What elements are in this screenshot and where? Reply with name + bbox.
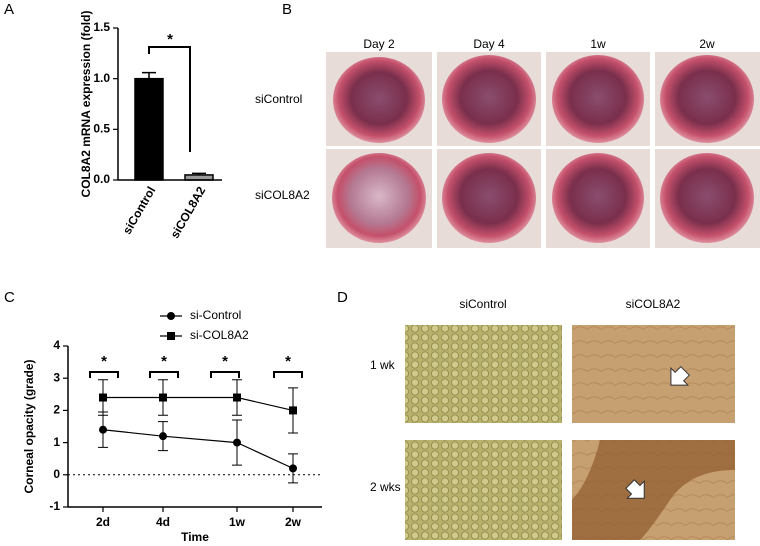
significance-star: * bbox=[161, 353, 167, 370]
point bbox=[289, 464, 297, 473]
point bbox=[99, 393, 107, 402]
significance-bracket bbox=[273, 371, 303, 378]
point bbox=[289, 406, 297, 415]
arrow bbox=[670, 365, 691, 386]
y-tick-label: 0.5 bbox=[93, 122, 110, 136]
significance-star: * bbox=[101, 353, 107, 370]
eye-photo bbox=[546, 149, 650, 248]
line bbox=[102, 429, 294, 469]
legend-label: si-Control bbox=[190, 308, 241, 322]
point bbox=[159, 393, 167, 402]
dark-region bbox=[572, 440, 735, 540]
y-tick-label: 0.0 bbox=[93, 172, 110, 186]
point bbox=[233, 393, 241, 402]
panel-label: A bbox=[4, 1, 14, 18]
x-axis-label: Time bbox=[181, 530, 209, 544]
y-tick-label: 1 bbox=[53, 435, 60, 449]
eye-photo bbox=[655, 149, 760, 248]
column-label: 2w bbox=[699, 37, 715, 51]
legend-marker bbox=[167, 312, 175, 320]
significance-bracket bbox=[210, 371, 240, 378]
legend-label: si-COL8A2 bbox=[190, 328, 249, 342]
y-tick-label: 1.5 bbox=[93, 20, 110, 34]
micrograph bbox=[572, 325, 735, 423]
eye-photo bbox=[437, 52, 541, 146]
y-axis-label: COL8A2 mRNA expression (fold) bbox=[79, 11, 93, 198]
significance-bracket bbox=[149, 371, 179, 378]
x-tick-label: siControl bbox=[120, 184, 158, 237]
error-bar bbox=[142, 71, 156, 79]
y-tick-label: -1 bbox=[49, 499, 60, 513]
point bbox=[159, 432, 167, 441]
y-tick-label: 0 bbox=[53, 467, 60, 481]
micrograph bbox=[405, 440, 562, 540]
eye-photo bbox=[437, 149, 541, 248]
bar bbox=[134, 77, 164, 181]
panel-label: D bbox=[337, 289, 348, 306]
significance-bracket bbox=[89, 371, 119, 378]
row-label: siControl bbox=[255, 92, 302, 106]
y-axis-label: Corneal opacity (grade) bbox=[22, 359, 36, 493]
panel-label: B bbox=[282, 1, 292, 18]
row-label: 2 wks bbox=[370, 480, 401, 494]
column-label: siControl bbox=[459, 297, 506, 311]
micrograph bbox=[405, 325, 562, 423]
panel-b-images bbox=[326, 52, 760, 248]
panel-label: C bbox=[4, 289, 15, 306]
x-tick-label: 4d bbox=[156, 515, 170, 529]
eye-photo bbox=[546, 52, 650, 146]
y-tick-label: 3 bbox=[53, 370, 60, 384]
error-bar bbox=[192, 172, 206, 175]
y-tick-label: 1.0 bbox=[93, 71, 110, 85]
line bbox=[103, 396, 294, 411]
eye-photo bbox=[326, 52, 432, 146]
y-tick-label: 2 bbox=[53, 403, 60, 417]
column-label: Day 4 bbox=[473, 37, 505, 51]
x-tick-label: 2w bbox=[285, 515, 302, 529]
column-label: siCOL8A2 bbox=[626, 297, 681, 311]
eye-photo bbox=[326, 149, 432, 248]
significance-star: * bbox=[285, 353, 291, 370]
point bbox=[99, 425, 107, 434]
significance-star: * bbox=[222, 353, 228, 370]
row-label: 1 wk bbox=[370, 358, 396, 372]
point bbox=[233, 438, 241, 447]
arrow bbox=[625, 479, 645, 499]
bar bbox=[184, 174, 214, 181]
significance-bracket bbox=[148, 46, 191, 152]
x-tick-label: 2d bbox=[96, 515, 110, 529]
column-label: 1w bbox=[590, 37, 606, 51]
panel-d-images bbox=[405, 325, 735, 540]
legend-marker bbox=[167, 332, 175, 340]
x-tick-label: 1w bbox=[229, 515, 246, 529]
significance-star: * bbox=[167, 31, 173, 48]
row-label: siCOL8A2 bbox=[255, 188, 310, 202]
eye-photo bbox=[655, 52, 760, 146]
x-tick-label: siCOL8A2 bbox=[168, 184, 209, 241]
column-label: Day 2 bbox=[363, 37, 395, 51]
y-tick-label: 4 bbox=[53, 338, 60, 352]
